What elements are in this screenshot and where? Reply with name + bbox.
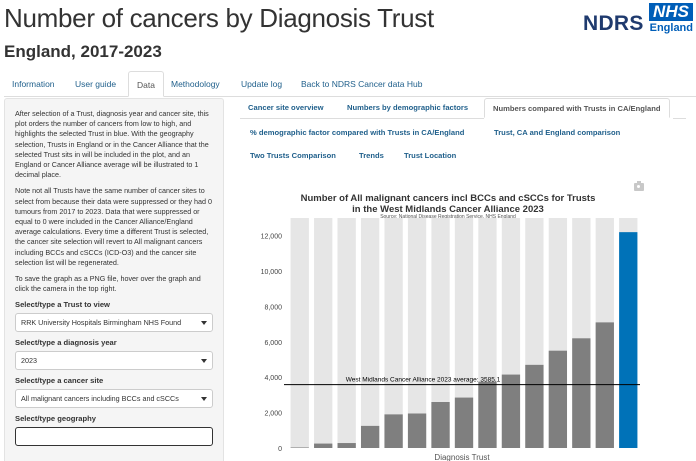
y-tick-label: 10,000 <box>261 269 283 276</box>
bar-background <box>290 218 309 448</box>
subtab-two-trusts[interactable]: Two Trusts Comparison <box>250 151 336 160</box>
y-tick-label: 12,000 <box>261 234 283 241</box>
chart-area: Number of All malignant cancers incl BCC… <box>250 180 696 461</box>
chart-title-line2: in the West Midlands Cancer Alliance 202… <box>352 204 544 215</box>
y-tick-label: 2,000 <box>264 411 282 418</box>
tab-data[interactable]: Data <box>128 71 164 97</box>
nhs-logo-region: England <box>649 22 693 34</box>
subtab-trust-location[interactable]: Trust Location <box>404 151 457 160</box>
tab-back-to-hub[interactable]: Back to NDRS Cancer data Hub <box>301 79 423 89</box>
bar-background <box>454 218 474 448</box>
bar-selected-trust[interactable] <box>619 232 638 448</box>
main-nav-tabs: Information User guide Data Methodology … <box>4 71 696 97</box>
chevron-down-icon <box>201 397 207 402</box>
bar-trust[interactable] <box>501 374 521 448</box>
subtab-trust-ca-england[interactable]: Trust, CA and England comparison <box>494 128 621 137</box>
page-subtitle: England, 2017-2023 <box>4 42 162 61</box>
average-line-group: West Midlands Cancer Alliance 2023 avera… <box>284 377 640 386</box>
ndrs-logo: NDRS <box>583 12 644 35</box>
bar-background <box>337 218 356 448</box>
bar-trust[interactable] <box>314 443 333 448</box>
chart-title: Number of All malignant cancers incl BCC… <box>301 193 596 204</box>
bar-trust[interactable] <box>431 402 450 448</box>
tab-methodology[interactable]: Methodology <box>171 79 220 89</box>
bar-trust[interactable] <box>478 381 497 448</box>
subtab-trends[interactable]: Trends <box>359 151 384 160</box>
bar-background <box>407 218 427 448</box>
y-tick-label: 6,000 <box>264 340 282 347</box>
subtab-numbers-compared[interactable]: Numbers compared with Trusts in CA/Engla… <box>484 98 670 118</box>
sidebar-save-hint: To save the graph as a PNG file, hover o… <box>15 274 201 294</box>
chevron-down-icon <box>201 359 207 364</box>
subtab-divider <box>673 118 686 119</box>
subtab-divider <box>240 118 484 119</box>
sidebar-panel: After selection of a Trust, diagnosis ye… <box>4 98 224 461</box>
y-axis: 0 2,000 4,000 6,000 8,000 10,000 12,000 <box>261 234 283 453</box>
bar-background <box>360 218 380 448</box>
bar-trust[interactable] <box>572 338 591 448</box>
bar-trust[interactable] <box>337 443 356 448</box>
geography-select-label: Select/type geography <box>15 414 97 424</box>
y-tick-label: 0 <box>278 446 282 453</box>
camera-icon[interactable] <box>634 181 644 191</box>
bar-trust[interactable] <box>407 413 427 449</box>
header: Number of cancers by Diagnosis Trust Eng… <box>0 0 696 70</box>
bar-trust[interactable] <box>454 397 474 448</box>
bar-trust[interactable] <box>360 425 380 448</box>
nhs-england-logo: NHS England <box>649 3 693 34</box>
average-label: West Midlands Cancer Alliance 2023 avera… <box>346 377 501 384</box>
x-axis-label: Diagnosis Trust <box>434 453 490 461</box>
geography-select[interactable] <box>15 427 213 447</box>
bar-trust[interactable] <box>384 414 403 448</box>
year-select-value: 2023 <box>21 356 37 366</box>
bar-trust[interactable] <box>548 350 568 448</box>
cancer-site-select[interactable]: All malignant cancers including BCCs and… <box>15 389 213 409</box>
bar-background <box>384 218 403 448</box>
sidebar-description: After selection of a Trust, diagnosis ye… <box>15 109 209 180</box>
chart-source: Source: National Disease Registration Se… <box>380 214 516 220</box>
bars <box>290 218 638 449</box>
cancer-site-select-value: All malignant cancers including BCCs and… <box>21 394 179 404</box>
bar-background <box>314 218 333 448</box>
sidebar-note: Note not all Trusts have the same number… <box>15 186 212 267</box>
trust-select-value: RRK University Hospitals Birmingham NHS … <box>21 318 182 328</box>
tab-user-guide[interactable]: User guide <box>75 79 117 89</box>
bar-trust[interactable] <box>595 322 614 448</box>
chevron-down-icon <box>201 321 207 326</box>
trust-select-label: Select/type a Trust to view <box>15 300 110 310</box>
site-select-label: Select/type a cancer site <box>15 376 104 386</box>
year-select-label: Select/type a diagnosis year <box>15 338 117 348</box>
y-tick-label: 8,000 <box>264 304 282 311</box>
subtab-pct-demographic[interactable]: % demographic factor compared with Trust… <box>250 128 465 137</box>
tab-update-log[interactable]: Update log <box>241 79 283 89</box>
sub-tabs: Cancer site overview Numbers by demograp… <box>240 98 686 168</box>
subtab-cancer-site-overview[interactable]: Cancer site overview <box>248 103 324 112</box>
year-select[interactable]: 2023 <box>15 351 213 371</box>
subtab-numbers-demographic[interactable]: Numbers by demographic factors <box>347 103 469 112</box>
page-title: Number of cancers by Diagnosis Trust <box>4 3 434 33</box>
nhs-logo-box: NHS <box>649 3 693 21</box>
bar-chart: Number of All malignant cancers incl BCC… <box>261 193 640 461</box>
trust-select[interactable]: RRK University Hospitals Birmingham NHS … <box>15 313 213 333</box>
tab-information[interactable]: Information <box>12 79 55 89</box>
bar-background <box>431 218 450 448</box>
y-tick-label: 4,000 <box>264 375 282 382</box>
bar-trust[interactable] <box>290 447 309 448</box>
bar-trust[interactable] <box>525 364 544 448</box>
